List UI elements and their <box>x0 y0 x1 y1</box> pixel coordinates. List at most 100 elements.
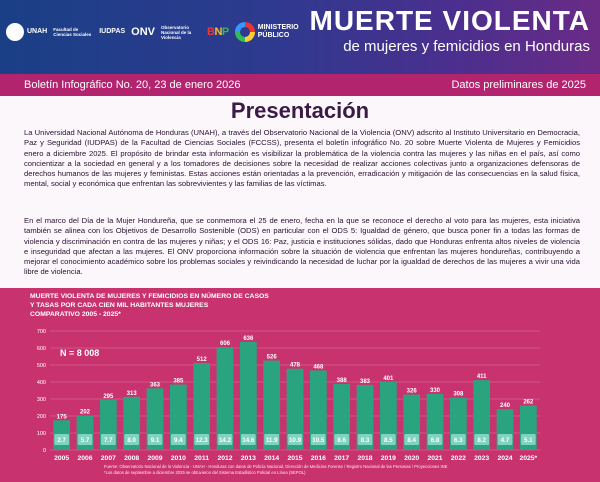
bar <box>193 362 211 450</box>
page-title-block: MUERTE VIOLENTA de mujeres y femicidios … <box>310 6 590 56</box>
x-tick-label: 2015 <box>287 455 302 462</box>
bar-value-label: 512 <box>197 357 208 363</box>
y-tick-label: 400 <box>37 380 46 386</box>
y-tick-label: 100 <box>37 431 46 437</box>
presentation-section: Presentación La Universidad Nacional Aut… <box>0 96 600 288</box>
iudpas-logo: IUDPAS <box>99 28 126 35</box>
x-tick-label: 2006 <box>77 455 92 462</box>
x-tick-label: 2017 <box>334 455 349 462</box>
y-tick-label: 500 <box>37 363 46 369</box>
bar-value-label: 295 <box>103 394 114 400</box>
rate-label: 14.6 <box>242 437 255 444</box>
rate-box <box>474 434 490 445</box>
x-tick-label: 2010 <box>171 455 186 462</box>
bar-value-label: 330 <box>430 388 441 394</box>
rate-box <box>497 434 513 445</box>
bar <box>356 384 374 450</box>
y-tick-label: 200 <box>37 414 46 420</box>
chart-title-line-3: COMPARATIVO 2005 - 2025* <box>30 311 121 318</box>
bar-value-label: 411 <box>477 374 487 380</box>
bar <box>333 384 351 450</box>
logo-strip: UNAH Facultad de Ciencias Sociales IUDPA… <box>6 22 302 42</box>
x-tick-label: 2020 <box>404 455 419 462</box>
rate-label: 12.3 <box>196 437 209 444</box>
bar-value-label: 385 <box>173 379 184 385</box>
rate-box <box>380 434 396 445</box>
bnp-logo: BNP <box>207 26 229 38</box>
bar <box>216 346 234 450</box>
bar-value-label: 313 <box>127 391 138 397</box>
x-tick-label: 2024 <box>497 455 512 462</box>
rate-label: 10.5 <box>312 437 325 444</box>
bulletin-label: Boletín Infográfico No. 20, 23 de enero … <box>24 79 241 91</box>
total-label: N = 8 008 <box>60 348 99 358</box>
x-tick-label: 2022 <box>451 455 466 462</box>
source-line-2: *Los datos de septiembre a diciembre 202… <box>104 470 306 475</box>
x-tick-label: 2014 <box>264 455 279 462</box>
info-bar: Boletín Infográfico No. 20, 23 de enero … <box>0 74 600 96</box>
rate-box <box>147 434 163 445</box>
bar-value-label: 468 <box>313 364 324 370</box>
bar-value-label: 363 <box>150 382 161 388</box>
rate-label: 14.2 <box>219 437 232 444</box>
rate-label: 8.6 <box>337 437 346 444</box>
bar-value-label: 175 <box>57 414 68 420</box>
bar <box>286 368 304 450</box>
rate-label: 11.9 <box>266 437 278 444</box>
rate-label: 4.7 <box>501 437 510 444</box>
rate-box <box>240 434 256 445</box>
rate-box <box>357 434 373 445</box>
rate-box <box>287 434 303 445</box>
bar-value-label: 308 <box>453 392 464 398</box>
rate-box <box>54 434 70 445</box>
rate-box <box>404 434 420 445</box>
chart-source: Fuente: Observatorio Nacional de la Viol… <box>104 464 524 476</box>
x-tick-label: 2005 <box>54 455 69 462</box>
y-tick-label: 300 <box>37 397 46 403</box>
rate-label: 9.4 <box>174 437 183 444</box>
onv-subtitle: Observatorio Nacional de la Violencia <box>161 24 192 40</box>
rate-label: 8.4 <box>407 437 416 444</box>
bar-value-label: 202 <box>80 410 91 416</box>
bar-value-label: 636 <box>243 336 254 342</box>
preliminary-label: Datos preliminares de 2025 <box>451 79 586 91</box>
rate-label: 8.0 <box>127 437 136 444</box>
rate-label: 10.9 <box>289 437 302 444</box>
x-tick-label: 2023 <box>474 455 489 462</box>
y-tick-label: 0 <box>43 448 46 454</box>
onv-logo: ONV <box>131 26 156 38</box>
x-tick-label: 2011 <box>194 455 209 462</box>
chart-title-line-2: Y TASAS POR CADA CIEN MIL HABITANTES MUJ… <box>30 302 209 309</box>
bar-value-label: 326 <box>407 389 418 395</box>
x-tick-label: 2007 <box>101 455 116 462</box>
page-subtitle: de mujeres y femicidios en Honduras <box>343 38 590 55</box>
bar <box>379 381 397 450</box>
rate-box <box>170 434 186 445</box>
rate-box <box>520 434 536 445</box>
chart-section: 0 100 200 300 400 500 600 700 N = 8 008 175 2.7 200… <box>0 288 600 482</box>
rate-label: 8.3 <box>361 437 370 444</box>
rate-box <box>334 434 350 445</box>
paragraph-2: En el marco del Día de la Mujer Hondureñ… <box>24 216 580 277</box>
bar-value-label: 383 <box>360 379 371 385</box>
x-tick-label: 2025* <box>519 455 537 462</box>
rate-label: 7.7 <box>104 437 113 444</box>
x-tick-label: 2018 <box>357 455 372 462</box>
rate-box <box>124 434 140 445</box>
x-tick-label: 2009 <box>147 455 162 462</box>
paragraph-1: La Universidad Nacional Autónoma de Hond… <box>24 128 580 189</box>
rate-label: 8.2 <box>477 437 486 444</box>
rate-label: 8.5 <box>384 437 393 444</box>
ministerio-ring-icon <box>234 22 255 42</box>
x-tick-label: 2021 <box>427 455 442 462</box>
rate-box <box>264 434 280 445</box>
rate-box <box>310 434 326 445</box>
rate-label: 6.8 <box>431 437 440 444</box>
section-heading: Presentación <box>230 98 370 123</box>
x-tick-label: 2013 <box>241 455 256 462</box>
bar-value-label: 262 <box>523 399 534 405</box>
rate-box <box>450 434 466 445</box>
header-banner: UNAH Facultad de Ciencias Sociales IUDPA… <box>0 0 600 74</box>
facultad-logo: Facultad de Ciencias Sociales <box>53 27 92 37</box>
unah-logo: UNAH <box>6 23 47 41</box>
